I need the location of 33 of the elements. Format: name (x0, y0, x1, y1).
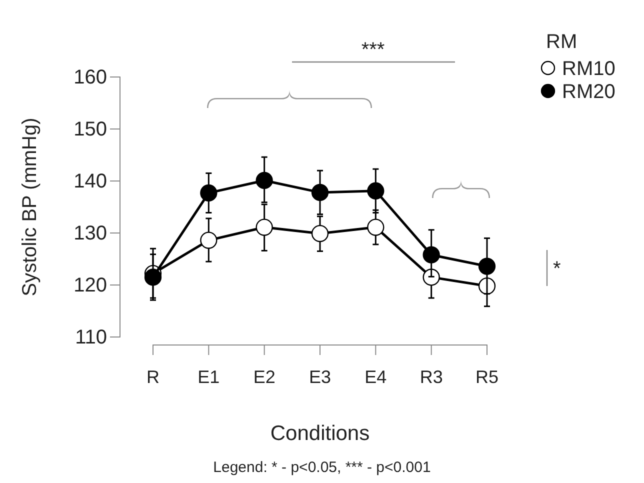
point (422, 268, 440, 286)
x-tick-label: R3 (420, 367, 443, 388)
x-tick-label: R (146, 367, 160, 388)
legend-label: RM20 (562, 81, 616, 103)
y-tick-label: 120 (74, 274, 107, 296)
y-axis-title: Systolic BP (mmHg) (19, 118, 41, 296)
x-axis-title: Conditions (270, 422, 370, 445)
y-tick-label: 130 (74, 222, 107, 244)
y-tick-label: 140 (74, 170, 107, 192)
y-tick-label: 160 (74, 66, 107, 88)
point (367, 182, 384, 200)
point (311, 224, 329, 242)
point (311, 184, 329, 202)
point (256, 172, 273, 190)
point (144, 268, 162, 286)
point (367, 218, 384, 236)
x-tick-label: R5 (475, 367, 499, 388)
point (200, 184, 218, 202)
y-tick-label: 150 (74, 118, 107, 140)
legend-label: RM10 (562, 58, 616, 80)
text: Legend: * - p<0.05, *** - p<0.001 (213, 459, 431, 476)
point (478, 258, 496, 275)
x-tick-label: E3 (308, 367, 332, 388)
x-tick-label: E4 (364, 367, 387, 388)
point (200, 232, 218, 249)
point (256, 218, 273, 236)
y-tick-label: 110 (75, 326, 107, 348)
x-tick-label: E1 (198, 367, 220, 388)
text: * (553, 258, 561, 280)
text: *** (361, 39, 385, 61)
legend-title: RM (546, 31, 578, 53)
point (422, 246, 440, 264)
x-tick-label: E2 (253, 367, 276, 388)
